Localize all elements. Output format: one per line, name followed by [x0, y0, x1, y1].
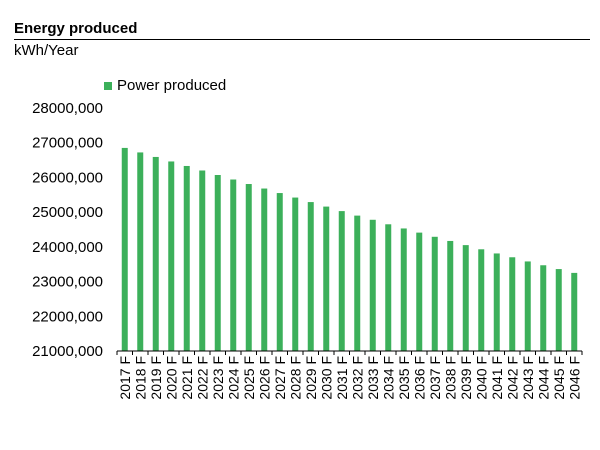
bar — [524, 261, 531, 351]
bar — [462, 245, 469, 351]
y-tick-label: 22000,000 — [32, 308, 103, 325]
title-divider — [14, 39, 590, 40]
x-tick-label: 2027 F — [272, 356, 288, 400]
bar — [400, 228, 407, 351]
x-tick-label: 2019 F — [148, 356, 164, 400]
bar — [571, 272, 578, 351]
legend: Power produced — [104, 77, 226, 95]
bar — [447, 240, 454, 351]
x-tick-label: 2020 F — [163, 356, 179, 400]
y-tick-label: 26000,000 — [32, 169, 103, 186]
bar — [509, 257, 516, 351]
bar — [199, 170, 206, 351]
bar — [137, 152, 144, 351]
x-tick-label: 2031 F — [334, 356, 350, 400]
bar — [121, 147, 128, 351]
bar — [555, 269, 562, 351]
bar — [323, 206, 330, 351]
y-tick-label: 28000,000 — [32, 100, 103, 117]
y-tick-label: 23000,000 — [32, 274, 103, 291]
x-tick-label: 2017 F — [117, 356, 133, 400]
x-tick-label: 2030 F — [318, 356, 334, 400]
x-tick-label: 2018 F — [132, 356, 148, 400]
bar — [152, 156, 159, 351]
legend-swatch — [104, 82, 112, 90]
bar — [245, 184, 252, 351]
bar — [214, 175, 221, 351]
bar — [276, 193, 283, 351]
y-tick-label: 27000,000 — [32, 135, 103, 152]
chart-unit: kWh/Year — [14, 42, 79, 59]
x-tick-label: 2032 F — [349, 356, 365, 400]
bar — [307, 202, 314, 351]
bar — [338, 211, 345, 351]
x-tick-label: 2039 F — [458, 356, 474, 400]
bar — [416, 232, 423, 351]
x-tick-label: 2033 F — [365, 356, 381, 400]
bar — [478, 249, 485, 351]
bar — [493, 253, 500, 351]
x-tick-label: 2025 F — [241, 356, 257, 400]
x-tick-label: 2034 F — [380, 356, 396, 400]
x-tick-label: 2029 F — [303, 356, 319, 400]
x-tick-label: 2022 F — [194, 356, 210, 400]
x-tick-label: 2036 F — [411, 356, 427, 400]
x-tick-label: 2035 F — [396, 356, 412, 400]
bar — [431, 236, 438, 351]
legend-label: Power produced — [117, 77, 227, 94]
bar — [168, 161, 175, 351]
y-tick-label: 25000,000 — [32, 204, 103, 221]
x-tick-label: 2021 F — [179, 356, 195, 400]
bar — [230, 179, 237, 351]
x-tick-label: 2024 F — [225, 356, 241, 400]
x-tick-label: 2041 F — [489, 356, 505, 400]
x-tick-label: 2040 F — [473, 356, 489, 400]
x-tick-label: 2038 F — [442, 356, 458, 400]
x-tick-label: 2042 F — [504, 356, 520, 400]
bar — [292, 197, 299, 351]
x-tick-label: 2045 F — [551, 356, 567, 400]
bar — [369, 219, 376, 351]
x-tick-label: 2043 F — [520, 356, 536, 400]
x-tick-label: 2028 F — [287, 356, 303, 400]
x-tick-label: 2026 F — [256, 356, 272, 400]
x-tick-label: 2023 F — [210, 356, 226, 400]
chart-title: Energy produced — [14, 20, 138, 37]
y-tick-label: 21000,000 — [32, 343, 103, 360]
x-tick-label: 2037 F — [427, 356, 443, 400]
y-tick-label: 24000,000 — [32, 239, 103, 256]
bar — [354, 215, 361, 351]
bar — [385, 224, 392, 351]
bar — [183, 165, 190, 351]
bar — [540, 265, 547, 351]
x-tick-label: 2044 F — [535, 356, 551, 400]
bar — [261, 188, 268, 351]
x-tick-label: 2046 F — [566, 356, 582, 400]
